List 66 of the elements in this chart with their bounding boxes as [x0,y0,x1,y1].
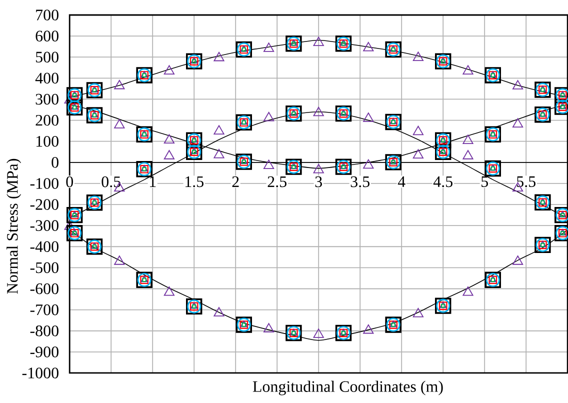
point [313,106,324,116]
y-tick-label: -500 [30,262,58,274]
point [412,52,424,61]
y-tick-label: 100 [36,136,58,147]
y-tick-label: 500 [36,52,58,63]
y-tick-label: -700 [30,304,58,316]
point [214,52,224,62]
point [512,256,524,265]
point [214,307,224,316]
point [412,149,424,158]
y-tick-label: 300 [36,94,58,105]
x-tick-label: 2 [232,176,239,187]
x-tick-label: 5 [482,176,488,188]
y-tick-label: -900 [30,346,58,358]
point [264,42,274,52]
point [412,308,424,318]
point [164,150,174,160]
y-tick-label: 200 [36,114,58,126]
y-tick-label: 700 [36,10,58,20]
point [214,125,224,134]
point [164,286,174,296]
point [363,112,374,122]
x-tick-label: 4 [398,176,406,187]
point [264,112,274,122]
point [512,118,524,128]
point [264,323,274,332]
x-tick-label: 2.5 [268,176,286,188]
y-tick-label: 0 [52,157,58,168]
point [462,134,474,144]
point [114,119,125,128]
point [313,164,324,174]
point [412,126,424,136]
x-tick-label: 3.5 [350,176,370,188]
point [214,148,224,158]
point [313,36,324,46]
point [512,80,524,90]
y-tick-label: -300 [30,220,58,231]
x-tick-label: 0 [66,176,73,188]
x-tick-label: 5.5 [517,176,536,188]
y-tick-label: -600 [30,283,58,294]
y-tick-label: -200 [30,199,58,210]
x-tick-label: 0.5 [102,176,120,188]
point [462,65,474,74]
x-tick-label: 1.5 [186,176,204,188]
x-tick-label: 1 [150,176,156,187]
y-tick-label: -800 [30,325,58,336]
y-tick-label: -400 [30,241,58,252]
y-axis-title: Normal Stress (MPa) [6,158,22,294]
point [264,160,274,170]
point [363,159,374,169]
y-tick-label: 400 [35,72,58,84]
point [313,328,324,338]
x-axis-title: Longitudinal Coordinates (m) [252,380,443,396]
point [363,42,374,52]
x-tick-label: 3 [315,176,322,188]
point [114,80,125,90]
point [114,256,125,265]
y-tick-label: 600 [36,30,58,42]
point [164,65,174,74]
point [462,286,474,296]
y-tick-label: -100 [30,178,58,189]
point [462,150,474,160]
x-tick-label: 4.5 [433,176,452,188]
point [363,324,374,334]
point [164,134,174,144]
y-tick-label: -1000 [22,368,58,378]
